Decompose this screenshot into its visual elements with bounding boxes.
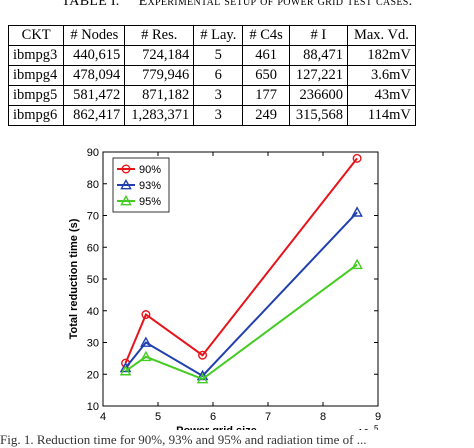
cell-lay: 5 — [193, 45, 244, 66]
table-caption-text: Experimental setup of power grid test ca… — [138, 0, 413, 9]
data-point — [198, 350, 208, 360]
table-row: ibmpg6 862,417 1,283,371 3 249 315,568 1… — [7, 105, 416, 126]
legend-marker — [121, 164, 131, 174]
y-tick-label: 30 — [87, 338, 99, 350]
header-ckt: CKT — [7, 25, 65, 46]
table-caption: TABLE I. Experimental setup of power gri… — [0, 0, 474, 10]
header-i: # I — [288, 25, 348, 46]
cell-maxvd: 114mV — [346, 105, 416, 126]
cell-c4s: 249 — [242, 105, 290, 126]
legend-entry: 90% — [139, 164, 161, 176]
data-point — [141, 310, 151, 320]
table-row: ibmpg5 581,472 871,182 3 177 236600 43mV — [7, 85, 416, 106]
y-tick-label: 70 — [87, 211, 99, 223]
cell-res: 1,283,371 — [124, 105, 195, 126]
cell-maxvd: 182mV — [346, 45, 416, 66]
cell-i: 88,471 — [288, 45, 348, 66]
x-multiplier-label: x 10 — [350, 428, 369, 430]
legend-marker — [120, 178, 132, 190]
data-point — [140, 350, 152, 362]
legend-entry: 95% — [139, 196, 161, 208]
cell-maxvd: 3.6mV — [346, 65, 416, 86]
cell-i: 315,568 — [288, 105, 348, 126]
x-axis-label: Power grid size — [176, 425, 257, 430]
cell-ckt: ibmpg5 — [7, 85, 65, 106]
setup-table: CKT # Nodes # Res. # Lay. # C4s # I Max.… — [7, 25, 416, 126]
cell-nodes: 478,094 — [63, 65, 126, 86]
table-row: ibmpg3 440,615 724,184 5 461 88,471 182m… — [7, 45, 416, 66]
x-tick-label: 8 — [320, 411, 326, 423]
cell-c4s: 650 — [242, 65, 290, 86]
x-tick-label: 5 — [155, 411, 161, 423]
series-line — [124, 211, 358, 378]
cell-ckt: ibmpg6 — [7, 105, 65, 126]
cell-res: 724,184 — [124, 45, 195, 66]
legend-marker — [120, 194, 132, 206]
header-res: # Res. — [124, 25, 195, 46]
y-tick-label: 50 — [87, 274, 99, 286]
cell-lay: 6 — [193, 65, 244, 86]
cell-maxvd: 43mV — [346, 85, 416, 106]
cell-res: 871,182 — [124, 85, 195, 106]
x-multiplier-exponent: 5 — [374, 424, 379, 430]
header-lay: # Lay. — [193, 25, 244, 46]
data-point — [352, 153, 362, 163]
cell-i: 127,221 — [288, 65, 348, 86]
cell-lay: 3 — [193, 105, 244, 126]
x-tick-label: 7 — [265, 411, 271, 423]
cell-c4s: 177 — [242, 85, 290, 106]
y-tick-label: 80 — [87, 179, 99, 191]
cell-res: 779,946 — [124, 65, 195, 86]
y-tick-label: 10 — [87, 401, 99, 413]
cell-ckt: ibmpg4 — [7, 65, 65, 86]
x-tick-label: 4 — [100, 411, 106, 423]
x-tick-label: 9 — [375, 411, 381, 423]
cell-nodes: 862,417 — [63, 105, 126, 126]
x-tick-label: 6 — [210, 411, 216, 423]
cell-i: 236600 — [288, 85, 348, 106]
y-tick-label: 60 — [87, 242, 99, 254]
figure-caption: Fig. 1. Reduction time for 90%, 93% and … — [0, 432, 367, 447]
table-row: ibmpg4 478,094 779,946 6 650 127,221 3.6… — [7, 65, 416, 86]
data-point — [119, 361, 132, 373]
y-tick-label: 20 — [87, 369, 99, 381]
y-tick-label: 40 — [87, 306, 99, 318]
series-line — [124, 263, 358, 381]
header-maxvd: Max. Vd. — [346, 25, 416, 46]
cell-ckt: ibmpg3 — [7, 45, 65, 66]
cell-nodes: 581,472 — [63, 85, 126, 106]
y-tick-label: 90 — [87, 147, 99, 159]
cell-lay: 3 — [193, 85, 244, 106]
data-point — [351, 206, 363, 217]
reduction-time-chart: 4 5 6 7 8 9 10 20 30 40 50 60 70 80 90 Power grid size T… — [68, 147, 381, 430]
data-point — [140, 336, 152, 347]
data-point — [119, 365, 132, 376]
data-point — [196, 372, 209, 384]
table-caption-label: TABLE I. — [61, 0, 120, 9]
cell-c4s: 461 — [242, 45, 290, 66]
header-nodes: # Nodes — [63, 25, 126, 46]
y-axis-label: Total reduction time (s) — [68, 218, 80, 339]
table-header-row: CKT # Nodes # Res. # Lay. # C4s # I Max.… — [7, 25, 416, 46]
data-point — [351, 258, 363, 270]
legend-entry: 93% — [139, 180, 161, 192]
header-c4s: # C4s — [242, 25, 290, 46]
series-line — [124, 157, 358, 364]
cell-nodes: 440,615 — [63, 45, 126, 66]
